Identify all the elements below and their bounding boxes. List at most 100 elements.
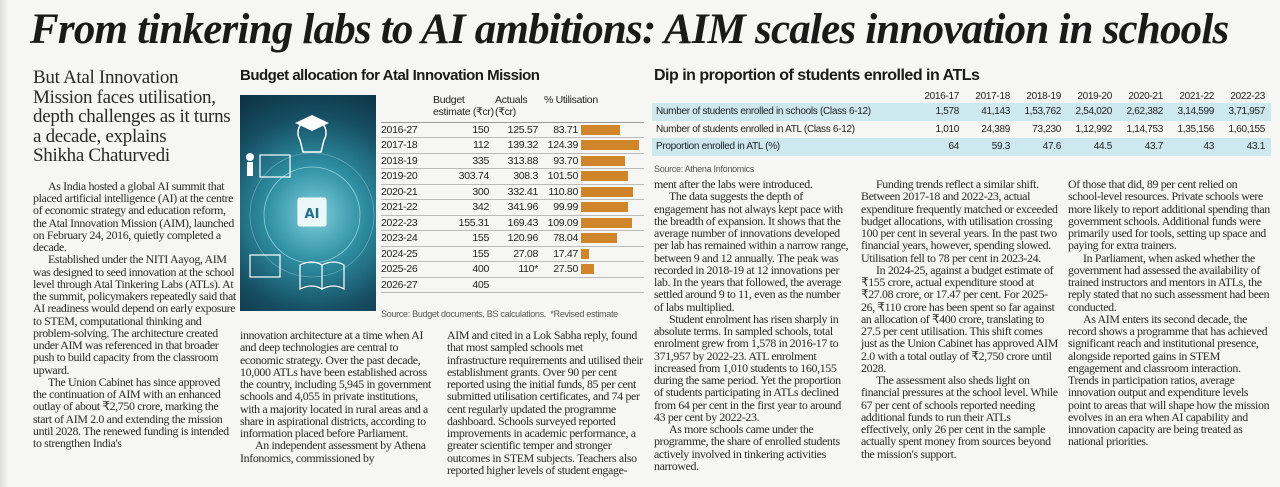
paragraph: ment after the labs were introduced. <box>654 177 813 191</box>
cell-value: 1,578 <box>914 103 965 121</box>
budget-actual <box>495 277 544 293</box>
utilisation-cell: 109.09 <box>544 215 644 231</box>
utilisation-value: 27.50 <box>553 263 578 276</box>
budget-actual: 313.88 <box>495 153 544 169</box>
budget-row: 2016-27 150 125.57 83.71 <box>381 122 644 138</box>
cell-value: 24,389 <box>981 123 1010 135</box>
budget-estimate: 342 <box>433 199 495 216</box>
row-label: Number of students enrolled in schools (… <box>652 103 914 121</box>
budget-estimate: 112 <box>433 137 495 154</box>
cell-value: 47.6 <box>1016 138 1067 156</box>
headline: From tinkering labs to AI ambitions: AIM… <box>30 6 1229 53</box>
paragraph: As more schools came under the programme… <box>654 422 840 473</box>
utilisation-value: 17.47 <box>553 247 578 260</box>
presentation-board-icon <box>259 154 291 178</box>
utilisation-bar <box>581 140 639 151</box>
cell-value: 1,14,753 <box>1126 123 1163 135</box>
budget-year: 2020-21 <box>381 184 433 200</box>
paragraph: An independent assessment by Athena Info… <box>240 438 426 465</box>
budget-estimate: 400 <box>433 261 495 278</box>
budget-estimate: 155 <box>433 230 495 247</box>
year-header: 2016-17 <box>924 91 959 102</box>
budget-actual: 125.57 <box>495 122 544 138</box>
utilisation-bar <box>581 171 629 182</box>
year-header: 2018-19 <box>1026 91 1061 102</box>
utilisation-cell: 78.04 <box>544 230 644 247</box>
budget-row: 2023-24 155 120.96 78.04 <box>381 230 644 247</box>
paragraph: The Union Cabinet has since approved the… <box>33 374 229 451</box>
utilisation-bar <box>581 202 628 213</box>
article-column-4: ment after the labs were introduced. The … <box>654 178 850 472</box>
utilisation-cell <box>544 277 644 293</box>
utilisation-value: 109.09 <box>547 216 579 229</box>
utilisation-value: 78.04 <box>553 232 578 245</box>
enrolment-table: 2016-17 2017-18 2018-19 2019-20 2020-21 2021-… <box>652 90 1271 156</box>
utilisation-cell: 110.80 <box>544 184 644 200</box>
budget-actual: 139.32 <box>495 137 544 154</box>
enrolment-row: Number of students enrolled in ATL (Clas… <box>652 121 1271 139</box>
monitor-icon <box>249 254 281 278</box>
budget-source-text: Source: Budget documents, BS calculation… <box>381 309 547 319</box>
enrolment-graphic-title: Dip in proportion of students enrolled i… <box>654 67 980 84</box>
budget-year: 2024-25 <box>381 246 433 262</box>
paragraph: As India hosted a global AI summit that … <box>33 178 234 255</box>
enrolment-source: Source: Athena Infonomics <box>654 164 755 174</box>
utilisation-cell: 93.70 <box>544 153 644 169</box>
budget-actual: 120.96 <box>495 230 544 247</box>
ai-education-illustration: AI <box>240 95 376 311</box>
budget-estimate: 303.74 <box>433 168 495 185</box>
cell-value: 43.7 <box>1118 138 1169 156</box>
utilisation-bar <box>581 248 590 259</box>
year-header: 2020-21 <box>1128 91 1163 102</box>
paragraph: AIM and cited in a Lok Sabha reply, foun… <box>447 328 643 477</box>
deck: But Atal Innovation Mission faces utilis… <box>33 68 236 166</box>
paragraph: Funding trends reflect a similar shift. … <box>861 177 1058 265</box>
utilisation-cell: 83.71 <box>544 122 644 138</box>
paragraph: The data suggests the depth of engagemen… <box>654 189 849 314</box>
budget-year: 2025-26 <box>381 261 433 278</box>
cell-value: 3,71,957 <box>1220 103 1271 121</box>
budget-row: 2017-18 112 139.32 124.39 <box>381 137 644 154</box>
cell-value: 1,35,156 <box>1177 123 1214 135</box>
utilisation-value: 124.39 <box>547 139 579 152</box>
deck-text: But Atal Innovation Mission faces utilis… <box>33 67 231 147</box>
budget-year: 2021-22 <box>381 199 433 216</box>
utilisation-value: 101.50 <box>547 170 579 183</box>
budget-actual: 308.3 <box>495 168 544 185</box>
budget-estimate: 150 <box>433 122 495 138</box>
enrolment-row: Number of students enrolled in schools (… <box>652 103 1271 121</box>
budget-actual: 341.96 <box>495 199 544 216</box>
utilisation-bar <box>581 155 625 166</box>
paragraph: The assessment also sheds light on finan… <box>861 373 1058 461</box>
open-book-icon <box>299 261 345 291</box>
utilisation-cell: 17.47 <box>544 246 644 262</box>
year-header: 2019-20 <box>1077 91 1112 102</box>
year-header: 2017-18 <box>975 91 1010 102</box>
budget-row: 2022-23 155.31 169.43 109.09 <box>381 215 644 231</box>
utilisation-cell: 101.50 <box>544 168 644 185</box>
budget-row: 2019-20 303.74 308.3 101.50 <box>381 168 644 185</box>
budget-graphic-title: Budget allocation for Atal Innovation Mi… <box>240 67 540 84</box>
cell-value: 2,62,382 <box>1118 103 1169 121</box>
budget-table-header: Budget estimate (₹cr) Actuals (₹cr) % Ut… <box>381 94 644 123</box>
cell-value: 1,53,762 <box>1016 103 1067 121</box>
budget-year: 2016-27 <box>381 122 433 138</box>
utilisation-bar <box>581 186 633 197</box>
budget-source: Source: Budget documents, BS calculation… <box>381 309 618 319</box>
paragraph: Established under the NITI Aayog, AIM wa… <box>33 252 236 377</box>
utilisation-bar <box>581 124 621 135</box>
cell-value: 1,12,992 <box>1075 123 1112 135</box>
utilisation-value: 93.70 <box>553 154 578 167</box>
row-label: Proportion enrolled in ATL (%) <box>652 138 914 156</box>
utilisation-value: 99.99 <box>553 201 578 214</box>
ai-chip-icon <box>297 197 327 227</box>
utilisation-bar <box>581 217 632 228</box>
year-header: 2021-22 <box>1179 91 1214 102</box>
utilisation-cell: 124.39 <box>544 137 644 154</box>
cell-value: 44.5 <box>1067 138 1118 156</box>
header-actuals: Actuals (₹cr) <box>495 94 544 123</box>
budget-year: 2022-23 <box>381 215 433 231</box>
utilisation-cell: 99.99 <box>544 199 644 216</box>
budget-row: 2018-19 335 313.88 93.70 <box>381 153 644 169</box>
header-year <box>381 94 433 123</box>
